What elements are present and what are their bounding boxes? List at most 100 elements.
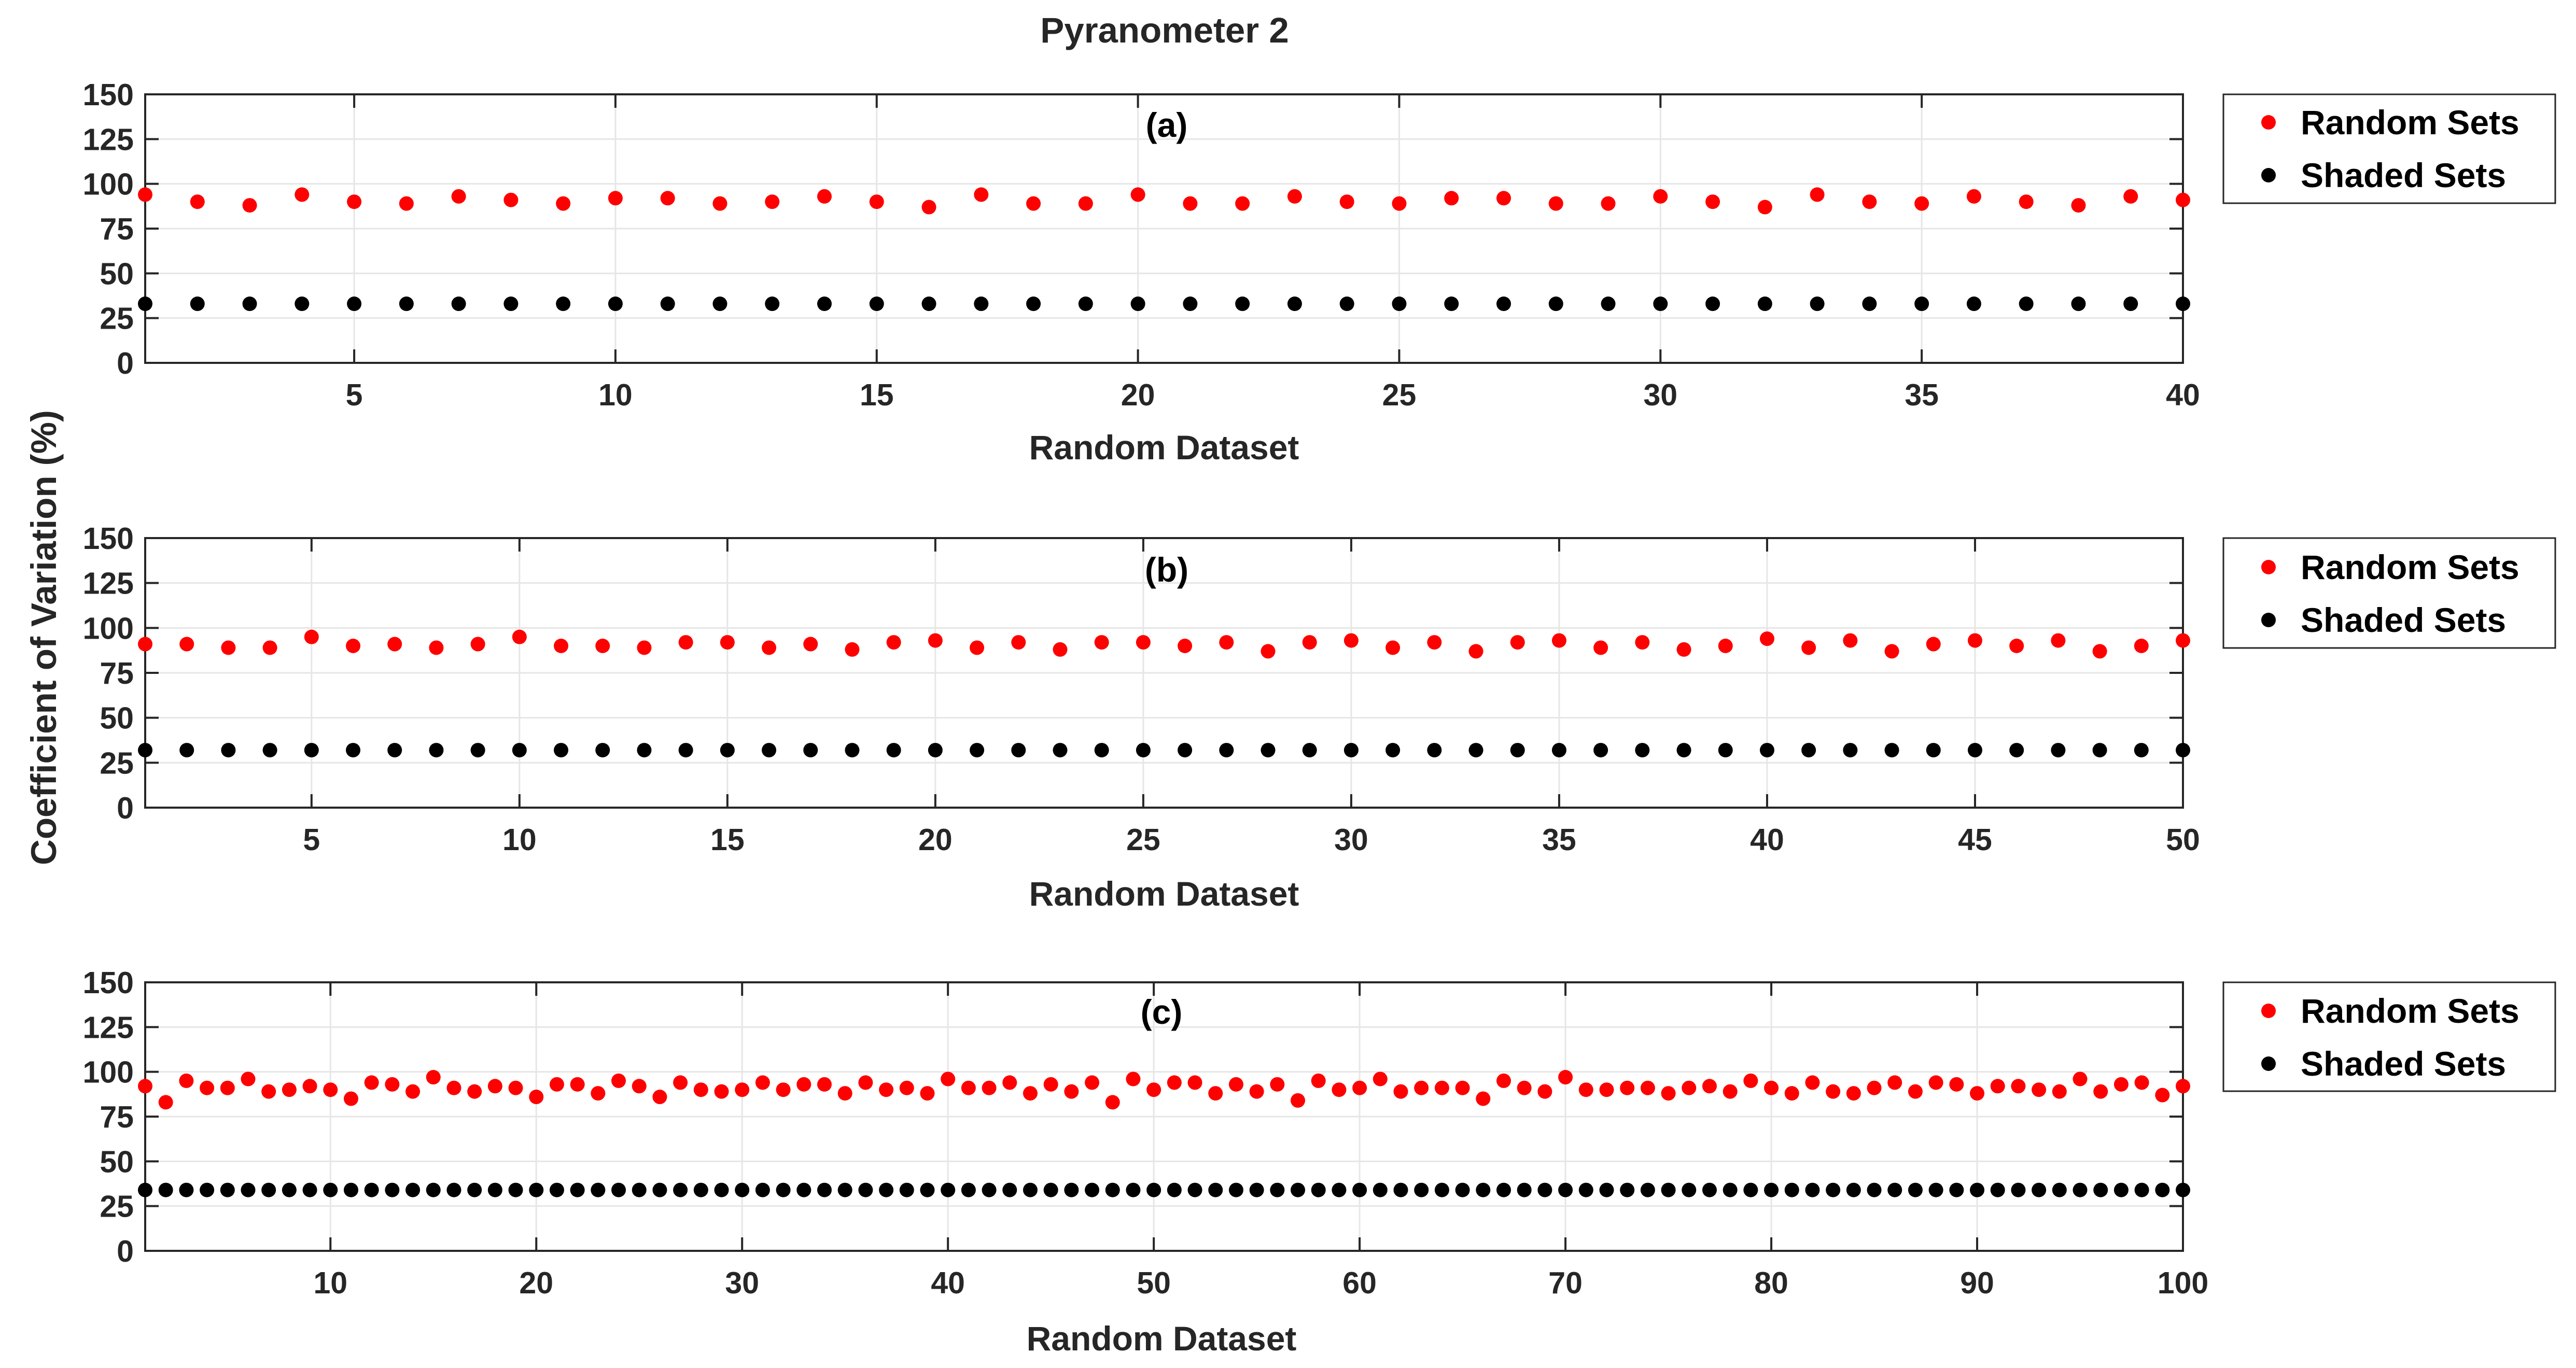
panel-c-random-sets-point: [1496, 1073, 1511, 1088]
panel-c-random-sets-point: [2032, 1082, 2047, 1097]
panel-b-random-sets-point: [1427, 635, 1442, 650]
panel-c-y-tick-label: 0: [117, 1234, 134, 1268]
panel-c-random-sets-point: [2134, 1075, 2149, 1090]
panel-a-random-sets-point: [765, 194, 780, 209]
panel-b-shaded-sets-point: [554, 743, 569, 758]
panel-a-y-tick-label: 0: [117, 346, 134, 380]
panel-b-y-tick-label: 25: [100, 746, 134, 780]
panel-c-random-sets-point: [2155, 1088, 2170, 1103]
panel-c-random-sets-point: [1599, 1082, 1614, 1097]
panel-c-random-sets-point: [343, 1091, 358, 1106]
panel-a-random-sets-point: [1287, 189, 1302, 204]
panel-c-shaded-sets-point: [1887, 1182, 1902, 1197]
panel-a-random-sets-point: [1392, 196, 1407, 211]
panel-c-shaded-sets-point: [1784, 1182, 1799, 1197]
panel-a-shaded-sets-point: [1183, 297, 1198, 312]
panel-c-x-tick-label: 80: [1754, 1266, 1788, 1300]
panel-b-points: [138, 629, 2190, 758]
panel-a-legend-box: [2222, 93, 2556, 204]
panel-c-shaded-sets-point: [1743, 1182, 1758, 1197]
panel-c-shaded-sets-point: [714, 1182, 729, 1197]
panel-b-random-sets-point: [304, 629, 319, 644]
panel-b-label: (b): [1145, 551, 1188, 589]
panel-c-random-sets-point: [1332, 1082, 1347, 1097]
panel-c-random-sets-point: [2052, 1084, 2067, 1099]
panel-a-random-sets-point: [1757, 200, 1772, 215]
panel-c-shaded-sets-point: [282, 1182, 297, 1197]
panel-c-random-sets-point: [179, 1073, 194, 1088]
panel-b-x-tick-label: 25: [1126, 823, 1160, 857]
panel-c-shaded-sets-point: [1826, 1182, 1841, 1197]
panel-c-shaded-sets-point: [1352, 1182, 1367, 1197]
panel-a-random-sets-point: [817, 189, 832, 204]
panel-a-shaded-sets-point: [138, 297, 152, 312]
panel-c-shaded-sets-point: [549, 1182, 564, 1197]
panel-a-shaded-sets-point: [974, 297, 989, 312]
panel-b-random-sets-point: [1593, 640, 1608, 655]
panel-c-random-sets-point: [364, 1075, 379, 1090]
panel-a-shaded-sets-point: [1548, 297, 1563, 312]
panel-a-points: [138, 187, 2190, 312]
panel-a-shaded-sets-point: [608, 297, 623, 312]
panel-c-shaded-sets-point: [961, 1182, 976, 1197]
panel-b-shaded-sets-point: [678, 743, 693, 758]
panel-b-shaded-sets-point: [304, 743, 319, 758]
panel-c-random-sets-point: [2073, 1071, 2088, 1087]
panel-c-shaded-sets-point: [1990, 1182, 2005, 1197]
panel-c-shaded-sets-point: [1928, 1182, 1943, 1197]
panel-c-random-sets-point: [1970, 1086, 1985, 1101]
panel-b-shaded-sets-point: [1593, 743, 1608, 758]
panel-b-y-tick-label: 125: [83, 567, 134, 601]
panel-c-shaded-sets-point: [1476, 1182, 1491, 1197]
panel-b-shaded-sets-point: [2092, 743, 2107, 758]
panel-a-shaded-sets-point: [556, 297, 571, 312]
panel-c-shaded-sets-point: [982, 1182, 997, 1197]
panel-c-random-sets-point: [1702, 1079, 1717, 1094]
panel-c-shaded-sets-point: [385, 1182, 400, 1197]
panel-c-random-sets-point: [1743, 1073, 1758, 1088]
panel-b-x-tick-label: 30: [1334, 823, 1368, 857]
panel-c-random-sets-point: [735, 1082, 750, 1097]
panel-c-shaded-sets-point: [1764, 1182, 1779, 1197]
panel-c-shaded-sets-point: [1187, 1182, 1202, 1197]
panel-a-shaded-sets-point: [869, 297, 884, 312]
panel-b-x-tick-label: 5: [303, 823, 320, 857]
panel-c-shaded-sets-point: [1640, 1182, 1655, 1197]
panel-a-legend-shaded: Shaded Sets: [2301, 156, 2506, 194]
panel-c-random-sets-point: [1537, 1084, 1552, 1099]
panel-c-random-sets-point: [1291, 1093, 1306, 1108]
panel-c-random-sets-point: [467, 1084, 482, 1099]
panel-c-shaded-sets-point: [364, 1182, 379, 1197]
panel-a-shaded-sets-point: [242, 297, 257, 312]
panel-b-random-sets-point: [1261, 644, 1276, 659]
panel-b-random-sets-point: [1967, 633, 1982, 648]
panel-c-points: [138, 1070, 2190, 1197]
panel-a-y-tick-label: 100: [83, 167, 134, 202]
panel-b-legend-shaded: Shaded Sets: [2301, 601, 2506, 639]
panel-c-shaded-sets-point: [1578, 1182, 1593, 1197]
panel-c-ticks: 10 20 30 40 50 60 70 80 90 100 0 25 50 75 100 125 150: [83, 966, 2209, 1300]
panel-b-random-sets-point: [512, 629, 527, 644]
panel-a-shaded-sets-point: [1810, 297, 1825, 312]
panel-c-random-sets-point: [1455, 1080, 1470, 1095]
panel-c-shaded-sets-point: [673, 1182, 688, 1197]
panel-b-shaded-sets-point: [2176, 743, 2190, 758]
panel-c-label: (c): [1141, 993, 1183, 1031]
panel-b-shaded-sets-point: [1261, 743, 1276, 758]
panel-a-legend: Random Sets Shaded Sets: [2222, 93, 2556, 204]
panel-b-random-sets-point: [1219, 635, 1234, 650]
panel-b-random-sets-point: [637, 640, 652, 655]
panel-b-random-sets-point: [1551, 633, 1566, 648]
panel-a-x-tick-label: 30: [1643, 378, 1677, 412]
panel-c-random-sets-point: [817, 1077, 832, 1092]
panel-c-shaded-sets-point: [1023, 1182, 1038, 1197]
panel-b-random-sets-point: [1178, 639, 1193, 653]
panel-a-y-tick-label: 150: [83, 78, 134, 112]
panel-b-random-sets-point: [970, 640, 985, 655]
panel-c-shaded-sets-point: [1970, 1182, 1985, 1197]
panel-a-random-sets-point: [138, 187, 152, 202]
panel-c-shaded-sets-point: [837, 1182, 852, 1197]
panel-b-random-sets-point: [346, 639, 361, 653]
panel-a-random-sets-point: [556, 196, 571, 211]
panel-a-random-sets-point: [1966, 189, 1981, 204]
